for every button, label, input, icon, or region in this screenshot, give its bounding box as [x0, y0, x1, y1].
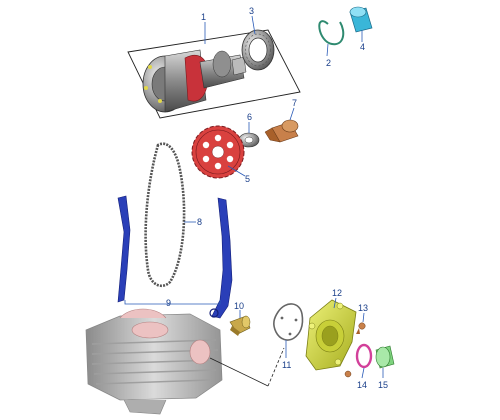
callout-14: 14 — [357, 380, 367, 390]
o-ring[interactable] — [355, 343, 373, 369]
callout-13: 13 — [358, 303, 368, 313]
callout-1: 1 — [201, 12, 206, 22]
camshaft-assembly[interactable] — [142, 49, 247, 113]
washer[interactable] — [238, 132, 260, 148]
bearing[interactable] — [241, 29, 275, 71]
assembly-solid-line — [209, 357, 269, 387]
assembly-dash-line — [267, 347, 285, 387]
chain-guide-left[interactable] — [117, 195, 131, 303]
callout-7: 7 — [292, 98, 297, 108]
screw-lower[interactable] — [344, 370, 352, 378]
screw[interactable] — [356, 322, 366, 334]
bolt[interactable] — [264, 119, 299, 143]
callout-4: 4 — [360, 42, 365, 52]
callout-9: 9 — [166, 298, 171, 308]
plug[interactable] — [375, 345, 395, 369]
gasket[interactable] — [273, 303, 304, 341]
callout-10: 10 — [234, 301, 244, 311]
callout-2: 2 — [326, 58, 331, 68]
leader-9-bracket — [124, 300, 221, 305]
callout-5: 5 — [245, 174, 250, 184]
timing-chain[interactable] — [144, 142, 186, 287]
callout-15: 15 — [378, 380, 388, 390]
callout-12: 12 — [332, 288, 342, 298]
callout-3: 3 — [249, 6, 254, 16]
chain-guide-right[interactable] — [211, 197, 233, 319]
circlip[interactable] — [318, 20, 345, 46]
thermostat-housing[interactable] — [305, 299, 357, 371]
chain-tensioner[interactable] — [229, 315, 251, 336]
cylinder-head — [85, 308, 223, 415]
callout-8: 8 — [197, 217, 202, 227]
end-cap[interactable] — [349, 6, 373, 33]
callout-6: 6 — [247, 112, 252, 122]
callout-11: 11 — [282, 360, 291, 370]
camshaft-sprocket[interactable] — [191, 125, 245, 179]
